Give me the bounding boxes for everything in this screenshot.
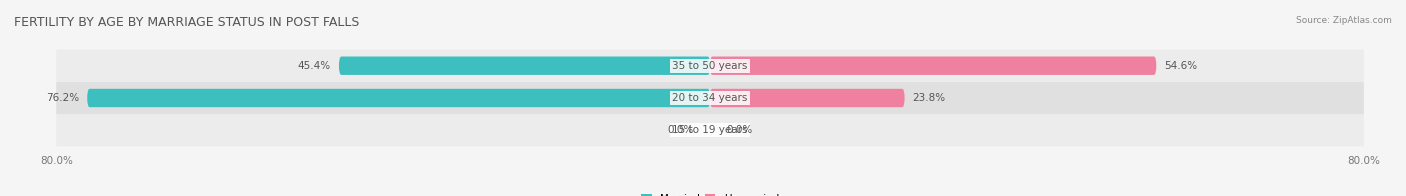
Text: 15 to 19 years: 15 to 19 years	[672, 125, 748, 135]
Text: 0.0%: 0.0%	[727, 125, 752, 135]
FancyBboxPatch shape	[56, 114, 1364, 146]
FancyBboxPatch shape	[339, 56, 710, 75]
FancyBboxPatch shape	[710, 89, 904, 107]
Text: 76.2%: 76.2%	[46, 93, 79, 103]
Text: 23.8%: 23.8%	[912, 93, 946, 103]
FancyBboxPatch shape	[56, 82, 1364, 114]
Text: 0.0%: 0.0%	[668, 125, 693, 135]
Legend: Married, Unmarried: Married, Unmarried	[637, 190, 783, 196]
Text: 35 to 50 years: 35 to 50 years	[672, 61, 748, 71]
Text: Source: ZipAtlas.com: Source: ZipAtlas.com	[1296, 16, 1392, 25]
Text: 45.4%: 45.4%	[298, 61, 330, 71]
Text: 54.6%: 54.6%	[1164, 61, 1198, 71]
FancyBboxPatch shape	[710, 56, 1156, 75]
FancyBboxPatch shape	[87, 89, 710, 107]
Text: FERTILITY BY AGE BY MARRIAGE STATUS IN POST FALLS: FERTILITY BY AGE BY MARRIAGE STATUS IN P…	[14, 16, 360, 29]
Text: 20 to 34 years: 20 to 34 years	[672, 93, 748, 103]
FancyBboxPatch shape	[56, 50, 1364, 82]
